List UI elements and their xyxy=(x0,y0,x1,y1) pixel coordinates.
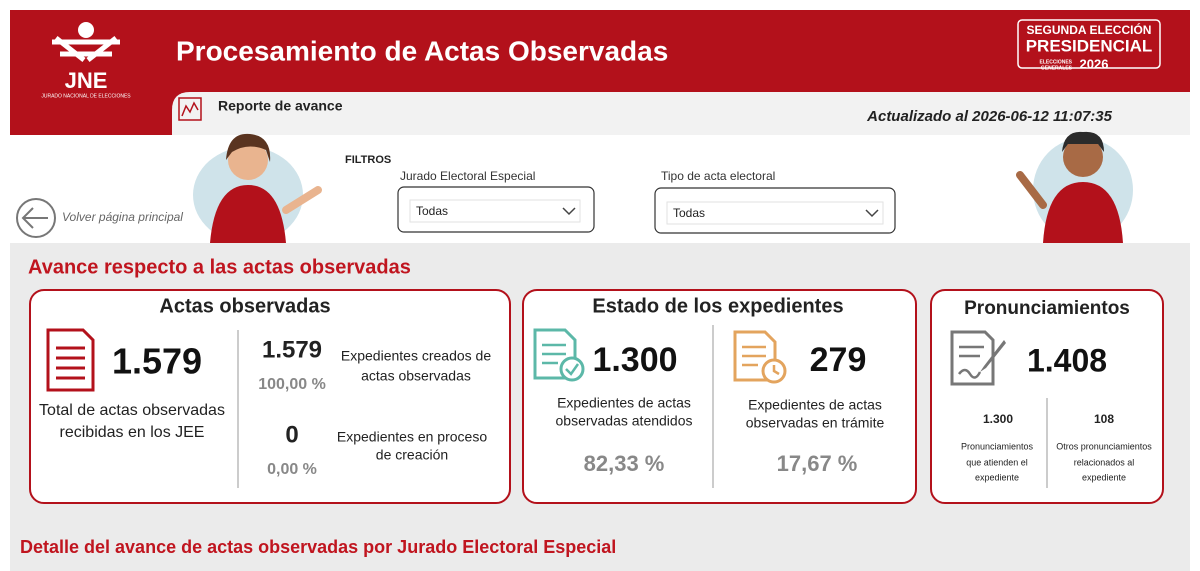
main-value: 1.579 xyxy=(112,341,202,382)
tab-strip xyxy=(172,92,1190,135)
filter-dropdown[interactable]: Todas xyxy=(654,187,896,234)
percent: 100,00 % xyxy=(258,376,326,393)
icon-signed-document xyxy=(950,330,1006,386)
election-badge: SEGUNDA ELECCIÓN PRESIDENCIAL ELECCIONES… xyxy=(1017,19,1161,71)
caption: recibidas en los JEE xyxy=(60,424,205,441)
caption: Expedientes de actas xyxy=(748,397,882,413)
badge-line: GENERALES xyxy=(1041,65,1073,71)
caption: Pronunciamientos xyxy=(961,441,1034,451)
report-tab[interactable]: Reporte de avance xyxy=(178,97,343,121)
card-title: Actas observadas xyxy=(159,295,330,317)
badge-line: SEGUNDA ELECCIÓN xyxy=(1027,22,1152,37)
footer-title: Detalle del avance de actas observadas p… xyxy=(20,537,616,557)
value: 0 xyxy=(285,421,298,448)
caption: expediente xyxy=(975,472,1019,482)
card: Pronunciamientos 1.408 1.300 Pronunciami… xyxy=(930,289,1164,504)
value: 1.300 xyxy=(983,412,1013,426)
caption: Expedientes creados de xyxy=(341,348,491,364)
back-label: Volver página principal xyxy=(62,210,183,224)
caption: actas observadas xyxy=(361,368,471,384)
filter-label: Tipo de acta electoral xyxy=(661,169,775,183)
caption: que atienden el xyxy=(966,457,1028,467)
badge-line: PRESIDENCIAL xyxy=(1026,36,1153,55)
percent: 82,33 % xyxy=(584,451,665,476)
caption: de creación xyxy=(376,447,448,463)
card-title: Pronunciamientos xyxy=(964,298,1130,319)
icon-document xyxy=(46,328,95,392)
caption: Expedientes en proceso xyxy=(337,429,487,445)
caption: relacionados al xyxy=(1074,457,1135,467)
updated-at: Actualizado al 2026-06-12 11:07:35 xyxy=(866,108,1113,125)
caption: observadas en trámite xyxy=(746,415,885,431)
filter-label: Jurado Electoral Especial xyxy=(400,169,535,183)
badge-line: ELECCIONES xyxy=(1039,59,1072,65)
back-button[interactable]: Volver página principal xyxy=(16,198,183,238)
percent: 17,67 % xyxy=(777,451,858,476)
value: 1.300 xyxy=(592,341,677,379)
caption: Otros pronunciamientos xyxy=(1056,441,1152,451)
logo-name: JURADO NACIONAL DE ELECCIONES xyxy=(41,93,131,99)
icon-document-clock xyxy=(733,330,787,384)
value: 279 xyxy=(810,341,867,379)
percent: 0,00 % xyxy=(267,461,317,478)
tab-label: Reporte de avance xyxy=(218,98,343,114)
logo-acronym: JNE xyxy=(65,68,108,93)
filter-value: Todas xyxy=(673,206,705,220)
caption: observadas atendidos xyxy=(556,413,693,429)
filter-dropdown[interactable]: Todas xyxy=(397,186,595,233)
illustration-man xyxy=(1016,131,1133,243)
illustration-woman xyxy=(193,133,322,243)
main-value: 1.408 xyxy=(1027,342,1107,378)
badge-year: 2026 xyxy=(1080,56,1109,71)
page-title: Procesamiento de Actas Observadas xyxy=(176,35,668,66)
caption: Total de actas observadas xyxy=(39,402,225,419)
value: 108 xyxy=(1094,412,1114,426)
card-title: Estado de los expedientes xyxy=(592,295,843,317)
card: Actas observadas 1.579 Total de actas ob… xyxy=(29,289,511,504)
caption: expediente xyxy=(1082,472,1126,482)
icon-document-check xyxy=(533,328,585,382)
filter-value: Todas xyxy=(416,204,448,218)
card: Estado de los expedientes 1.300 Expedien… xyxy=(522,289,917,504)
filters-title: FILTROS xyxy=(345,154,391,166)
section-title: Avance respecto a las actas observadas xyxy=(28,256,411,278)
value: 1.579 xyxy=(262,336,322,363)
logo: JNE JURADO NACIONAL DE ELECCIONES xyxy=(41,22,131,99)
caption: Expedientes de actas xyxy=(557,395,691,411)
